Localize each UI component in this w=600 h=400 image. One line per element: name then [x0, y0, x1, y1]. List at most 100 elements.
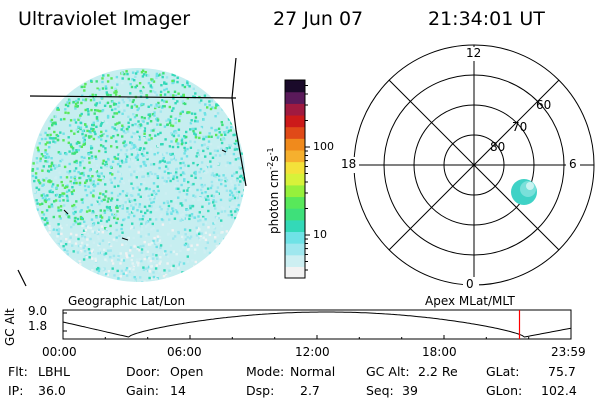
image-pixel — [56, 134, 60, 138]
image-pixel — [97, 238, 100, 241]
image-pixel — [211, 102, 214, 106]
image-pixel — [132, 226, 135, 229]
image-pixel — [174, 158, 178, 162]
image-pixel — [105, 205, 109, 209]
image-pixel — [72, 207, 75, 210]
image-pixel — [207, 209, 210, 213]
image-pixel — [227, 214, 230, 217]
image-pixel — [130, 204, 133, 207]
image-pixel — [72, 211, 75, 215]
image-pixel — [161, 105, 165, 108]
image-pixel — [217, 214, 221, 217]
image-pixel — [74, 99, 78, 103]
image-pixel — [238, 169, 242, 172]
image-pixel — [105, 160, 108, 164]
image-pixel — [123, 217, 126, 221]
image-pixel — [92, 121, 95, 124]
image-pixel — [237, 157, 240, 160]
image-pixel — [218, 131, 221, 134]
image-pixel — [150, 201, 153, 204]
image-pixel — [159, 218, 162, 221]
image-pixel — [161, 82, 164, 85]
image-pixel — [31, 169, 34, 172]
image-pixel — [210, 184, 214, 187]
image-pixel — [110, 191, 114, 195]
image-pixel — [92, 123, 95, 127]
image-pixel — [191, 204, 195, 208]
image-pixel — [53, 200, 56, 203]
image-pixel — [71, 147, 75, 150]
image-pixel — [146, 220, 150, 223]
image-pixel — [156, 176, 160, 180]
image-pixel — [137, 264, 140, 267]
image-pixel — [168, 221, 172, 224]
image-pixel — [150, 193, 154, 196]
image-pixel — [144, 138, 147, 142]
image-pixel — [70, 129, 73, 133]
image-pixel — [217, 162, 220, 166]
image-pixel — [85, 224, 88, 228]
image-pixel — [203, 196, 207, 199]
image-pixel — [190, 119, 193, 122]
image-pixel — [128, 168, 132, 171]
image-pixel — [173, 217, 177, 220]
image-pixel — [182, 161, 185, 165]
image-pixel — [73, 132, 76, 135]
image-pixel — [54, 164, 57, 167]
image-pixel — [197, 219, 200, 223]
image-pixel — [81, 94, 84, 97]
image-pixel — [105, 255, 108, 258]
image-pixel — [98, 228, 101, 231]
image-pixel — [160, 208, 163, 211]
image-pixel — [188, 217, 191, 221]
image-pixel — [125, 158, 128, 161]
image-pixel — [91, 93, 94, 96]
image-pixel — [95, 216, 98, 219]
image-pixel — [111, 230, 115, 233]
image-pixel — [150, 205, 153, 208]
image-pixel — [60, 227, 63, 230]
image-pixel — [223, 210, 227, 213]
image-pixel — [41, 217, 44, 220]
image-pixel — [83, 85, 86, 88]
image-pixel — [186, 268, 189, 272]
image-pixel — [45, 199, 48, 202]
image-pixel — [139, 276, 142, 279]
image-pixel — [161, 271, 164, 275]
image-pixel — [235, 142, 239, 145]
image-pixel — [131, 254, 134, 257]
image-pixel — [62, 139, 65, 142]
image-pixel — [127, 115, 130, 118]
image-pixel — [215, 179, 218, 182]
image-pixel — [177, 267, 180, 270]
image-pixel — [59, 205, 63, 208]
image-pixel — [133, 130, 136, 133]
image-pixel — [143, 147, 146, 150]
image-pixel — [148, 276, 151, 280]
image-pixel — [79, 210, 82, 213]
image-pixel — [90, 108, 93, 112]
image-pixel — [58, 228, 61, 231]
image-pixel — [114, 87, 117, 90]
image-pixel — [57, 242, 60, 246]
image-pixel — [155, 74, 158, 77]
image-pixel — [141, 175, 144, 178]
image-pixel — [238, 171, 241, 174]
image-pixel — [70, 176, 73, 179]
image-pixel — [115, 90, 118, 94]
altitude-ytick: 9.0 — [28, 304, 48, 318]
image-pixel — [231, 174, 234, 177]
image-pixel — [61, 200, 65, 204]
image-pixel — [225, 126, 229, 129]
image-pixel — [194, 176, 197, 179]
image-pixel — [121, 112, 124, 115]
image-pixel — [171, 81, 174, 85]
image-pixel — [150, 241, 154, 245]
image-pixel — [132, 146, 135, 149]
image-pixel — [205, 165, 209, 169]
image-pixel — [179, 138, 182, 141]
image-pixel — [197, 149, 200, 152]
image-pixel — [173, 74, 176, 77]
image-pixel — [234, 216, 237, 220]
image-pixel — [96, 212, 100, 215]
